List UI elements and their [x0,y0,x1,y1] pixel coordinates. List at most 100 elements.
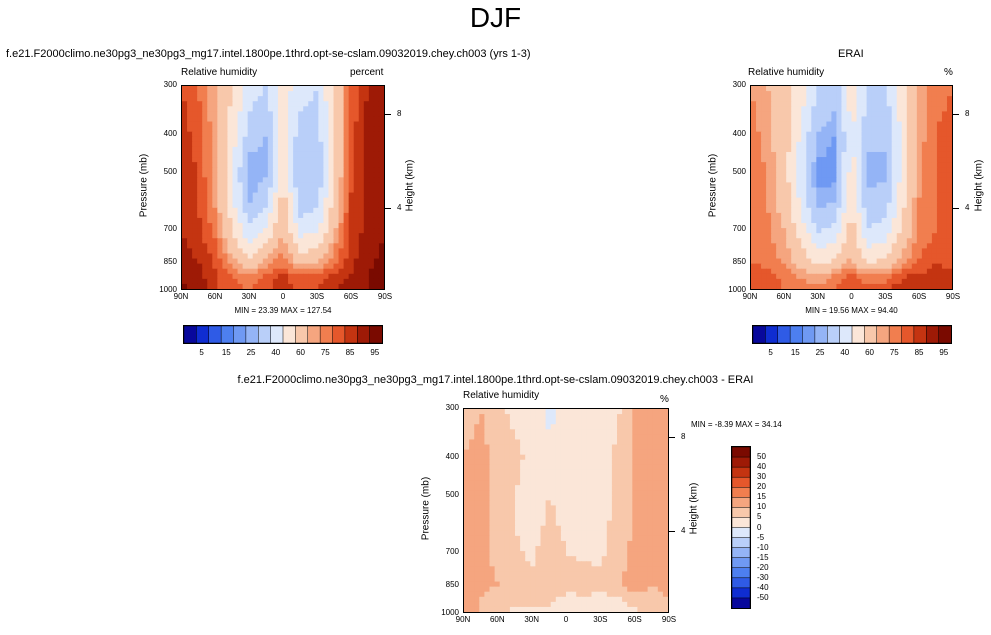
panel1-cell [242,223,249,229]
panel1-cell [257,121,264,128]
panel2-cell [826,106,833,112]
panel1-cell [368,157,375,163]
panel3-cell [479,596,485,603]
panel3-cell [622,434,628,441]
panel3-cell [504,480,511,486]
panel3-cell [657,586,664,593]
panel1-cell [197,243,203,249]
panel3-cell [611,525,618,532]
panel1-cell [313,121,319,128]
panel1-cell [257,172,264,178]
panel3-colorbar-boxes [732,447,750,608]
panel1-cell [197,121,203,128]
panel2-cell [911,96,918,102]
panel1-cell [358,187,365,194]
panel1-cell [202,233,208,239]
panel3-cell [530,530,536,537]
panel3-cell [571,591,577,598]
panel1-cell [187,146,193,153]
panel2-cell [841,197,848,204]
panel1-cell [262,258,269,265]
panel3-cell [652,424,659,430]
panel3-cell [657,505,664,512]
panel3-cell [571,566,577,572]
panel3-cell [489,444,496,451]
panel2-cell [836,96,843,102]
panel3-cell [484,429,491,435]
panel2-cell [851,96,858,102]
panel1-cell [323,172,330,178]
panel1-cell [237,157,244,163]
panel1-cell [232,243,239,249]
panel1-cell [288,192,294,199]
panel2-cell [796,162,802,168]
panel2-cell [861,228,868,234]
panel3-cell [652,510,659,517]
panel2-cell [941,106,948,112]
panel1-cell [262,172,269,178]
panel1-cell [217,86,223,92]
panel3-cell [606,495,613,501]
panel2-cell [776,136,782,143]
panel2-cell [936,96,943,102]
panel3-cell [555,409,562,415]
panel3-cell [627,561,633,567]
panel2-cell [841,278,848,285]
panel3-cell [509,490,516,496]
panel3-cell [632,530,638,537]
panel3-cell [652,581,659,588]
panel3-cell [479,409,485,415]
panel1-cell [202,263,208,270]
panel2-cell [926,253,933,260]
panel1-cell [308,182,314,189]
panel2-cell [846,157,853,163]
panel2-colorbar-box [839,326,853,343]
panel2-cell [786,202,792,209]
panel2-cell [821,258,827,265]
panel2-cell [871,106,878,112]
panel1-cell [242,121,249,128]
panel2-cell [811,268,817,275]
panel2-cell [946,101,952,107]
panel3-cell [535,540,542,547]
panel3-cell [617,454,623,461]
panel2-cell [891,223,898,229]
panel2-cell [876,192,883,199]
panel3-cell [479,469,485,476]
panel1-cell [237,238,244,244]
panel3-cell [550,464,557,471]
panel1-cell [187,91,193,97]
panel2-cell [766,238,772,244]
panel2-cell [946,106,952,112]
panel3-cell [540,459,547,466]
panel1-cell [333,263,340,270]
panel1-cell [323,146,330,153]
panel3-cell [535,551,542,557]
panel3-cell [499,556,506,562]
panel1-cell [182,233,188,239]
panel2-cell [831,212,838,219]
panel2-cell [911,263,918,270]
panel2-cell [911,91,918,97]
panel2-cell [811,223,817,229]
panel1-cell [318,217,324,224]
panel2-cell [866,96,873,102]
panel2-cell [876,146,883,153]
panel3-cell [637,439,644,446]
panel2-cell [856,101,863,107]
panel1-cell [212,197,218,204]
panel1-cell [293,101,299,107]
panel3-cell [530,566,536,572]
panel2-cell [921,91,928,97]
panel2-cell [826,202,833,209]
panel2-cell [751,167,757,173]
panel3-cell [474,424,480,430]
panel1-cell [192,197,198,204]
panel2-cell [831,141,838,148]
panel2-cell [846,263,853,270]
panel3-cell [489,454,496,461]
panel1-cell [368,248,375,255]
panel1-cell [252,197,259,204]
panel2-cell [946,121,952,128]
panel3-cell [489,429,496,435]
